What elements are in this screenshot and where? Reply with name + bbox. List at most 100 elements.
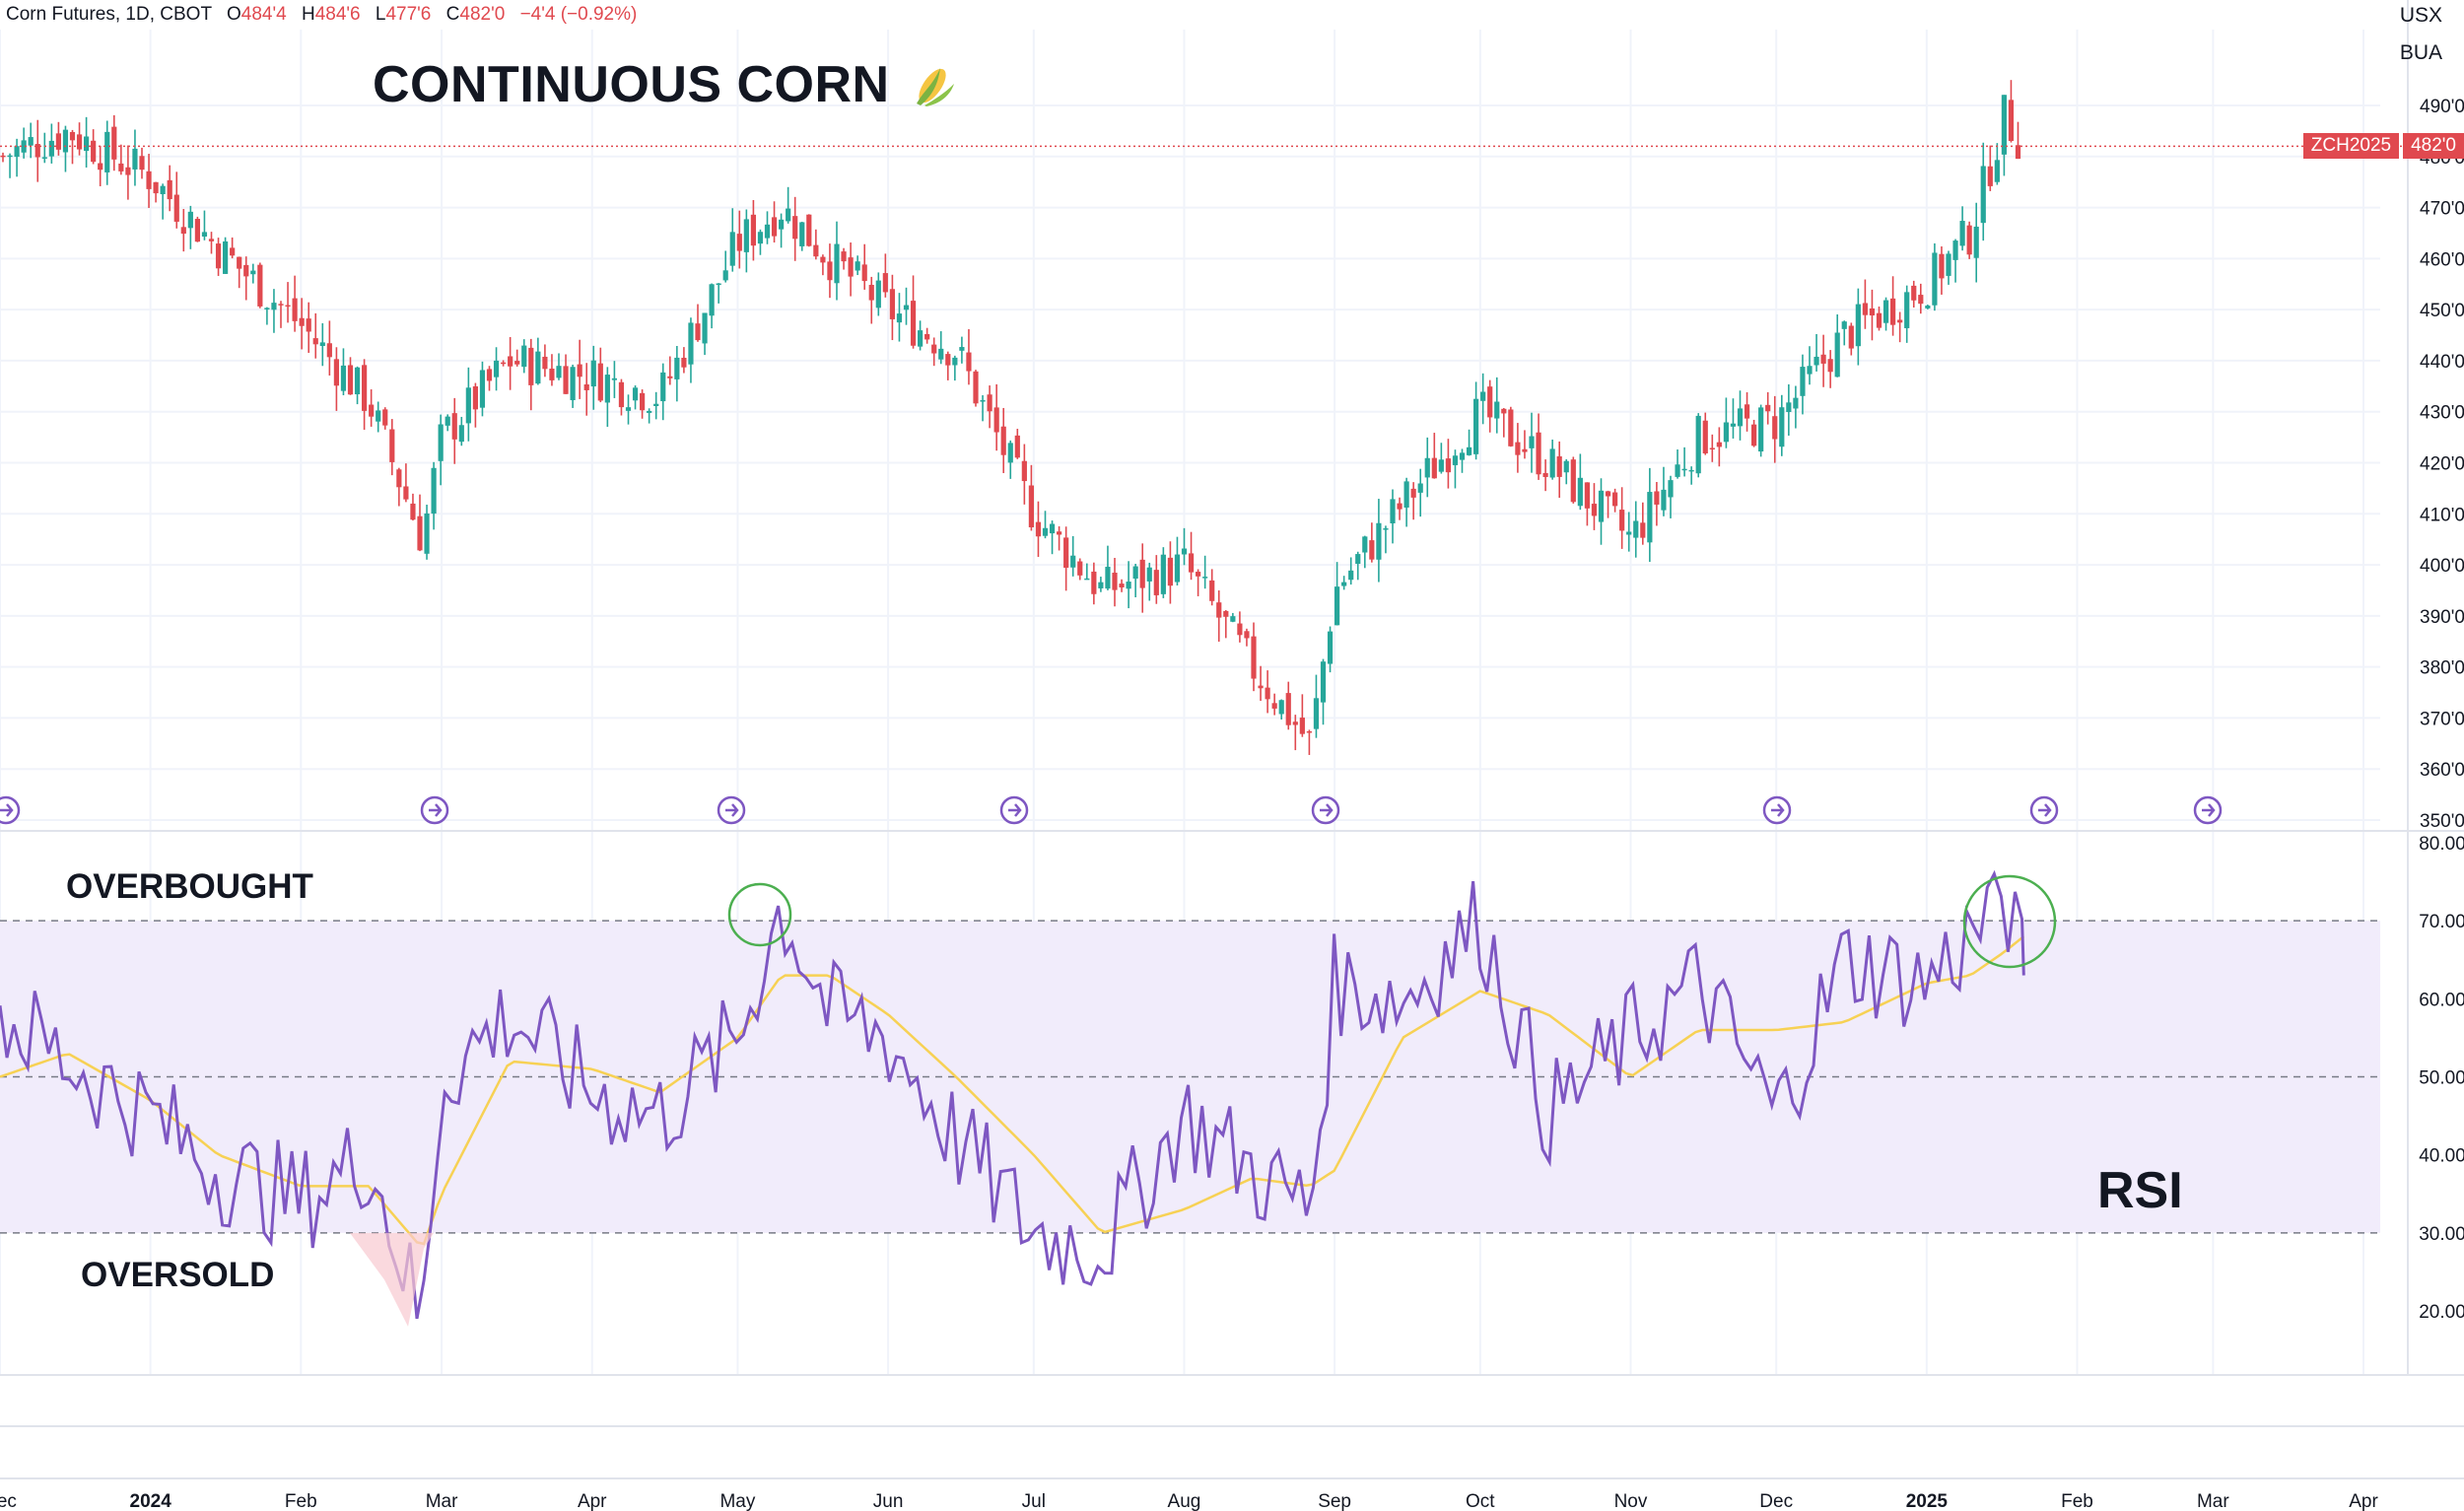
- price-axis-tick-label: 400'0: [2420, 556, 2464, 577]
- candle-body: [556, 366, 562, 378]
- candle-body: [910, 301, 917, 346]
- candle-body: [1355, 554, 1361, 565]
- candle-body: [1918, 295, 1924, 305]
- candle-body: [855, 261, 860, 271]
- candle-body: [1494, 401, 1500, 419]
- candle-body: [508, 356, 513, 367]
- candle-body: [237, 256, 242, 269]
- candle-body: [1980, 166, 1986, 224]
- candle-body: [1508, 409, 1514, 446]
- rsi-axis-tick-label: 40.00: [2419, 1146, 2464, 1167]
- x-axis-tick-label: Jun: [873, 1491, 904, 1511]
- candle-body: [1035, 521, 1042, 537]
- event-marker-icon: [0, 795, 21, 825]
- candle-body: [312, 338, 318, 345]
- candle-body: [1765, 404, 1771, 412]
- candle-body: [376, 410, 381, 422]
- low-value: 477'6: [385, 4, 432, 25]
- candle-body: [1397, 503, 1403, 510]
- candle-body: [1786, 402, 1792, 413]
- candle-body: [1417, 483, 1423, 493]
- candle-body: [1994, 160, 2000, 182]
- event-marker-arrow: [2202, 803, 2216, 817]
- price-axis-tick-label: 430'0: [2420, 403, 2464, 424]
- candle-body: [1487, 386, 1493, 418]
- candle-body: [1181, 548, 1188, 555]
- candle-body: [1570, 459, 1576, 503]
- candle-body: [132, 148, 138, 170]
- candle-body: [1744, 404, 1750, 419]
- candle-body: [1807, 366, 1813, 375]
- x-axis-tick-label: Oct: [1466, 1491, 1495, 1511]
- candle-body: [1716, 442, 1722, 447]
- candle-body: [1779, 407, 1785, 447]
- rsi-ma-line: [0, 935, 2025, 1246]
- candle-body: [445, 416, 450, 426]
- candle-body: [7, 155, 13, 158]
- low-label: L: [375, 4, 386, 25]
- rsi-axis-tick-label: 70.00: [2419, 912, 2464, 932]
- candle-body: [667, 376, 673, 378]
- candle-body: [1112, 573, 1118, 590]
- candle-body: [306, 318, 311, 332]
- candle-body: [1139, 559, 1145, 588]
- candle-body: [918, 330, 924, 347]
- candle-body: [688, 322, 694, 365]
- candle-body: [1619, 510, 1625, 531]
- candle-body: [771, 217, 778, 237]
- event-marker-icon: [2029, 795, 2059, 825]
- candle-body: [597, 363, 603, 401]
- candle-body: [521, 345, 527, 368]
- candle-body: [952, 357, 958, 366]
- candle-body: [1702, 420, 1708, 454]
- candle-body: [1258, 685, 1264, 689]
- candle-body: [2015, 145, 2021, 160]
- candle-body: [389, 429, 395, 462]
- candle-body: [611, 378, 617, 380]
- candle-body: [896, 313, 903, 323]
- candle-body: [618, 381, 625, 408]
- candle-body: [362, 365, 368, 411]
- candle-body: [973, 371, 979, 404]
- candle-body: [223, 240, 229, 274]
- candle-body: [91, 140, 97, 163]
- candle-body: [55, 133, 61, 150]
- close-label: C: [445, 4, 460, 25]
- candle-body: [230, 247, 236, 256]
- candle-body: [187, 211, 193, 229]
- candle-body: [264, 308, 270, 309]
- candle-body: [799, 222, 805, 246]
- overbought-label: OVERBOUGHT: [66, 867, 313, 906]
- candle-body: [257, 264, 263, 307]
- x-axis-tick-label: Dec: [0, 1491, 17, 1511]
- price-axis-tick-label: 450'0: [2420, 301, 2464, 321]
- candle-body: [326, 343, 332, 358]
- candle-body: [1737, 408, 1744, 427]
- candle-body: [1348, 570, 1354, 581]
- candle-body: [0, 155, 6, 158]
- candle-body: [1869, 308, 1876, 316]
- candle-body: [125, 167, 131, 175]
- candle-body: [653, 403, 659, 406]
- candle-body: [111, 126, 117, 160]
- candle-body: [84, 136, 90, 152]
- candle-body: [1285, 693, 1291, 725]
- change-value: −4'4 (−0.92%): [519, 4, 638, 25]
- candle-body: [403, 486, 409, 500]
- candle-body: [647, 410, 652, 413]
- candle-body: [924, 333, 930, 340]
- candle-body: [1119, 584, 1125, 587]
- candle-body: [1244, 631, 1250, 639]
- price-tag: ZCH2025 482'0: [2302, 133, 2464, 160]
- candle-body: [875, 280, 881, 309]
- rsi-label: RSI: [2097, 1162, 2183, 1219]
- candle-body: [1904, 292, 1910, 328]
- candle-body: [750, 214, 756, 246]
- candle-body: [1265, 687, 1270, 700]
- open-value: 484'4: [240, 4, 287, 25]
- candle-body: [1556, 456, 1562, 477]
- candle-body: [1800, 367, 1806, 396]
- candle-body: [1584, 482, 1590, 509]
- candle-body: [1271, 703, 1277, 709]
- candle-body: [535, 351, 541, 384]
